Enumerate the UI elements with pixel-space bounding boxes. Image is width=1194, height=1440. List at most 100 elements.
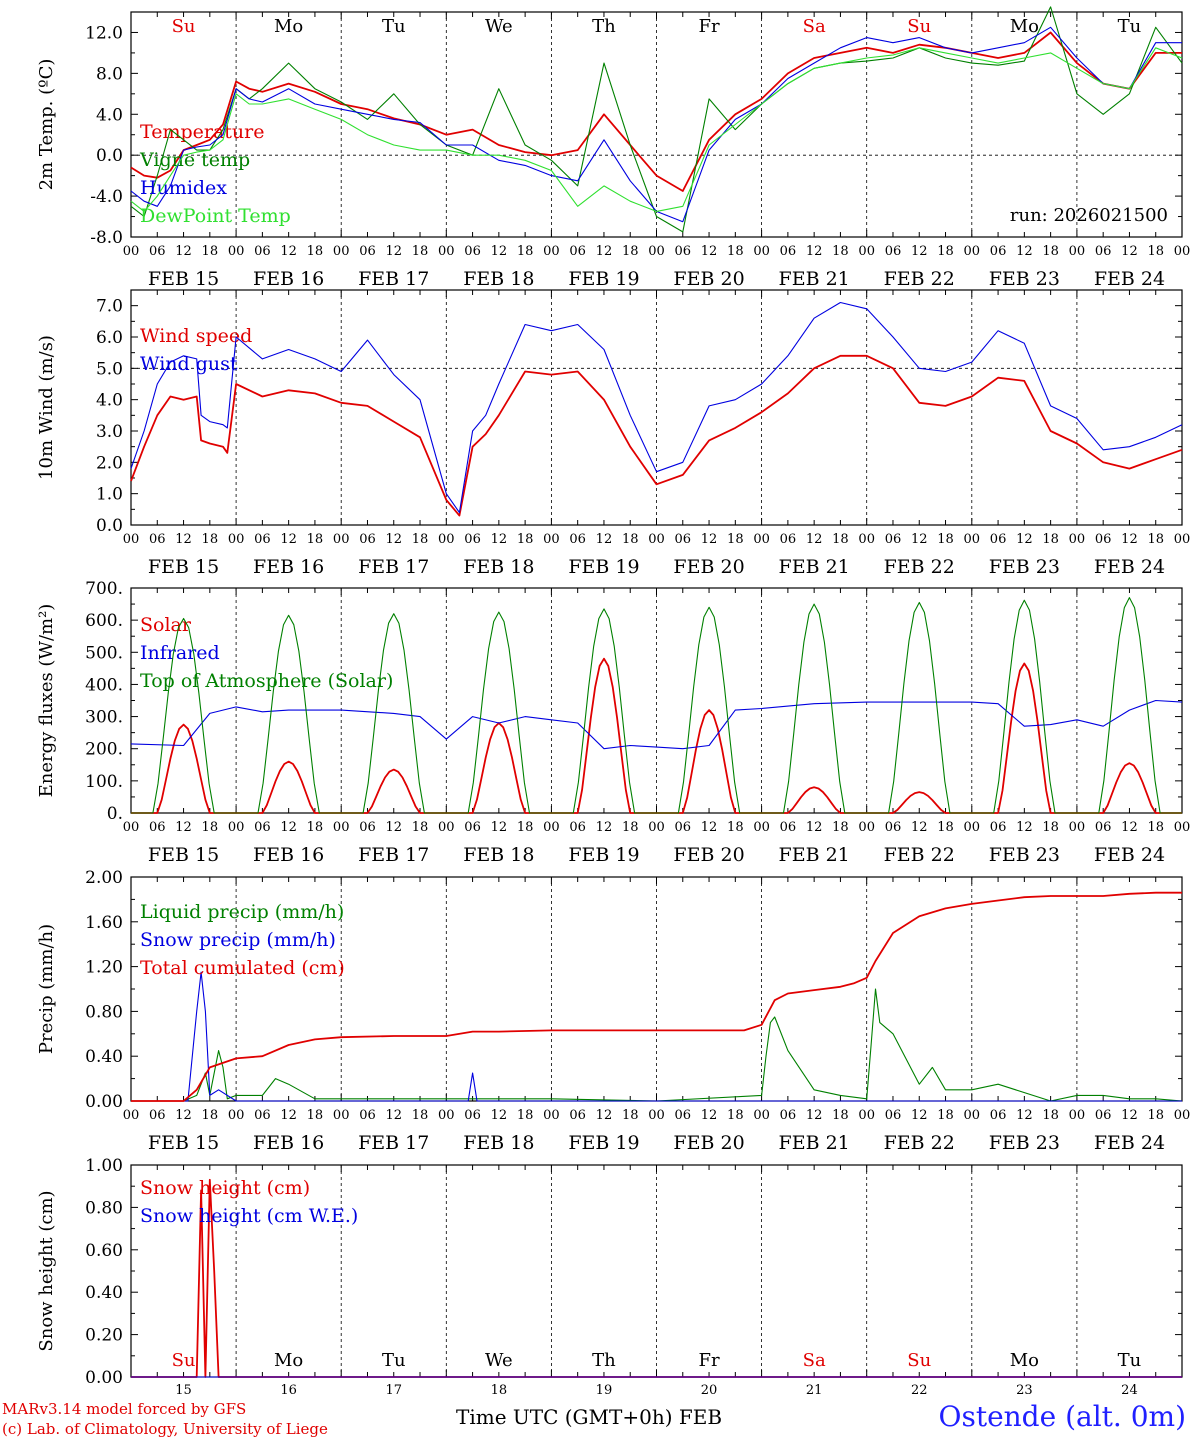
x-hour-label: 00 — [228, 820, 245, 835]
x-hour-label: 06 — [780, 1108, 797, 1123]
x-hour-label: 06 — [675, 820, 692, 835]
y-axis-label: 10m Wind (m/s) — [36, 335, 57, 480]
x-hour-label: 00 — [438, 532, 455, 547]
x-date-label: FEB 22 — [884, 556, 955, 578]
x-day-number: 15 — [175, 1383, 192, 1398]
x-hour-label: 18 — [1042, 1108, 1059, 1123]
x-date-label: FEB 17 — [358, 268, 429, 290]
x-date-label: FEB 18 — [463, 844, 534, 866]
x-hour-label: 06 — [254, 532, 271, 547]
x-hour-label: 18 — [202, 820, 219, 835]
x-hour-label: 12 — [1016, 820, 1033, 835]
x-hour-label: 06 — [990, 532, 1007, 547]
x-hour-label: 00 — [753, 532, 770, 547]
x-hour-label: 12 — [1016, 532, 1033, 547]
panel-5: 0.00 0.20 0.40 0.60 0.80 1.00 Snow height (cm)… — [36, 1156, 1183, 1398]
x-date-label: FEB 18 — [463, 556, 534, 578]
y-tick-label: 2.00 — [85, 868, 123, 888]
x-hour-label: 18 — [832, 1108, 849, 1123]
station-name: Ostende (alt. 0m) — [938, 1400, 1187, 1433]
x-date-label: FEB 16 — [253, 1132, 324, 1154]
x-hour-label: 12 — [280, 820, 297, 835]
x-hour-label: 12 — [596, 1108, 613, 1123]
x-hour-label: 00 — [123, 1108, 140, 1123]
weekday-label: Su — [172, 1350, 196, 1371]
x-date-label: FEB 16 — [253, 268, 324, 290]
x-hour-label: 06 — [569, 244, 586, 259]
x-hour-label: 12 — [385, 1108, 402, 1123]
y-tick-label: 0.40 — [85, 1047, 123, 1067]
y-tick-label: 1.00 — [85, 1156, 123, 1176]
x-hour-label: 00 — [333, 820, 350, 835]
x-hour-label: 00 — [123, 244, 140, 259]
x-hour-label: 18 — [1147, 244, 1164, 259]
panel-1: -8.0 -4.0 0.0 4.0 8.0 12.0 2m Temp. (ºC) 00 06 12… — [36, 6, 1190, 290]
x-hour-label: 18 — [622, 820, 639, 835]
legend-entry: Infrared — [140, 642, 220, 664]
x-hour-label: 00 — [753, 820, 770, 835]
x-hour-label: 18 — [517, 532, 534, 547]
x-hour-label: 06 — [464, 1108, 481, 1123]
x-hour-label: 12 — [806, 244, 823, 259]
x-date-label: FEB 24 — [1094, 268, 1165, 290]
x-hour-label: 18 — [412, 820, 429, 835]
x-hour-label: 12 — [701, 1108, 718, 1123]
x-hour-label: 06 — [990, 244, 1007, 259]
x-hour-label: 00 — [648, 244, 665, 259]
x-hour-label: 06 — [780, 820, 797, 835]
x-hour-label: 06 — [780, 532, 797, 547]
x-hour-label: 12 — [491, 244, 508, 259]
x-hour-label: 06 — [780, 244, 797, 259]
x-hour-label: 18 — [412, 532, 429, 547]
weekday-label: Mo — [1010, 16, 1039, 37]
y-tick-label: 300. — [85, 708, 123, 728]
series-line-total-cumulated-cm- — [131, 891, 1182, 1102]
weekday-label: Mo — [1010, 1350, 1039, 1371]
x-hour-label: 00 — [648, 820, 665, 835]
legend-entry: Wind speed — [140, 325, 252, 347]
legend-entry: Humidex — [140, 177, 227, 199]
run-label: run: 2026021500 — [1010, 205, 1168, 226]
x-day-number: 24 — [1121, 1383, 1138, 1398]
y-tick-label: 1.0 — [96, 485, 123, 505]
weekday-label: Tu — [1118, 1350, 1142, 1371]
x-hour-label: 00 — [543, 532, 560, 547]
x-hour-label: 00 — [648, 1108, 665, 1123]
x-hour-label: 06 — [1095, 1108, 1112, 1123]
x-date-label: FEB 23 — [989, 1132, 1060, 1154]
x-hour-label: 12 — [1121, 532, 1138, 547]
y-tick-label: 6.0 — [96, 328, 123, 348]
y-axis-label: Energy fluxes (W/m²) — [36, 604, 57, 798]
x-date-label: FEB 21 — [779, 268, 850, 290]
legend-entry: Snow precip (mm/h) — [140, 929, 336, 951]
y-tick-label: 0.0 — [96, 146, 123, 166]
x-hour-label: 00 — [228, 1108, 245, 1123]
x-date-label: FEB 24 — [1094, 1132, 1165, 1154]
panel-3: 0. 100. 200. 300. 400. 500. 600. 700. Energy flu… — [36, 579, 1190, 866]
legend-entry: DewPoint Temp — [140, 205, 291, 227]
y-tick-label: 0.00 — [85, 1368, 123, 1388]
x-hour-label: 18 — [202, 244, 219, 259]
x-hour-label: 06 — [569, 1108, 586, 1123]
x-hour-label: 00 — [753, 244, 770, 259]
x-hour-label: 12 — [911, 532, 928, 547]
weekday-label: We — [485, 1350, 513, 1371]
x-hour-label: 06 — [885, 820, 902, 835]
x-hour-label: 06 — [149, 532, 166, 547]
plot-frame — [130, 11, 1183, 238]
x-hour-label: 18 — [1147, 1108, 1164, 1123]
x-hour-label: 12 — [491, 820, 508, 835]
series-line-dewpoint-temp — [130, 47, 1183, 212]
x-hour-label: 06 — [149, 244, 166, 259]
x-hour-label: 06 — [149, 1108, 166, 1123]
series-line-vigne-temp — [130, 6, 1183, 233]
x-date-label: FEB 22 — [884, 844, 955, 866]
x-hour-label: 00 — [964, 1108, 981, 1123]
x-hour-label: 06 — [885, 532, 902, 547]
x-hour-label: 18 — [517, 1108, 534, 1123]
x-hour-label: 00 — [123, 820, 140, 835]
x-date-label: FEB 19 — [568, 268, 639, 290]
x-axis-title: Time UTC (GMT+0h) FEB — [456, 1405, 723, 1429]
x-hour-label: 12 — [1121, 244, 1138, 259]
